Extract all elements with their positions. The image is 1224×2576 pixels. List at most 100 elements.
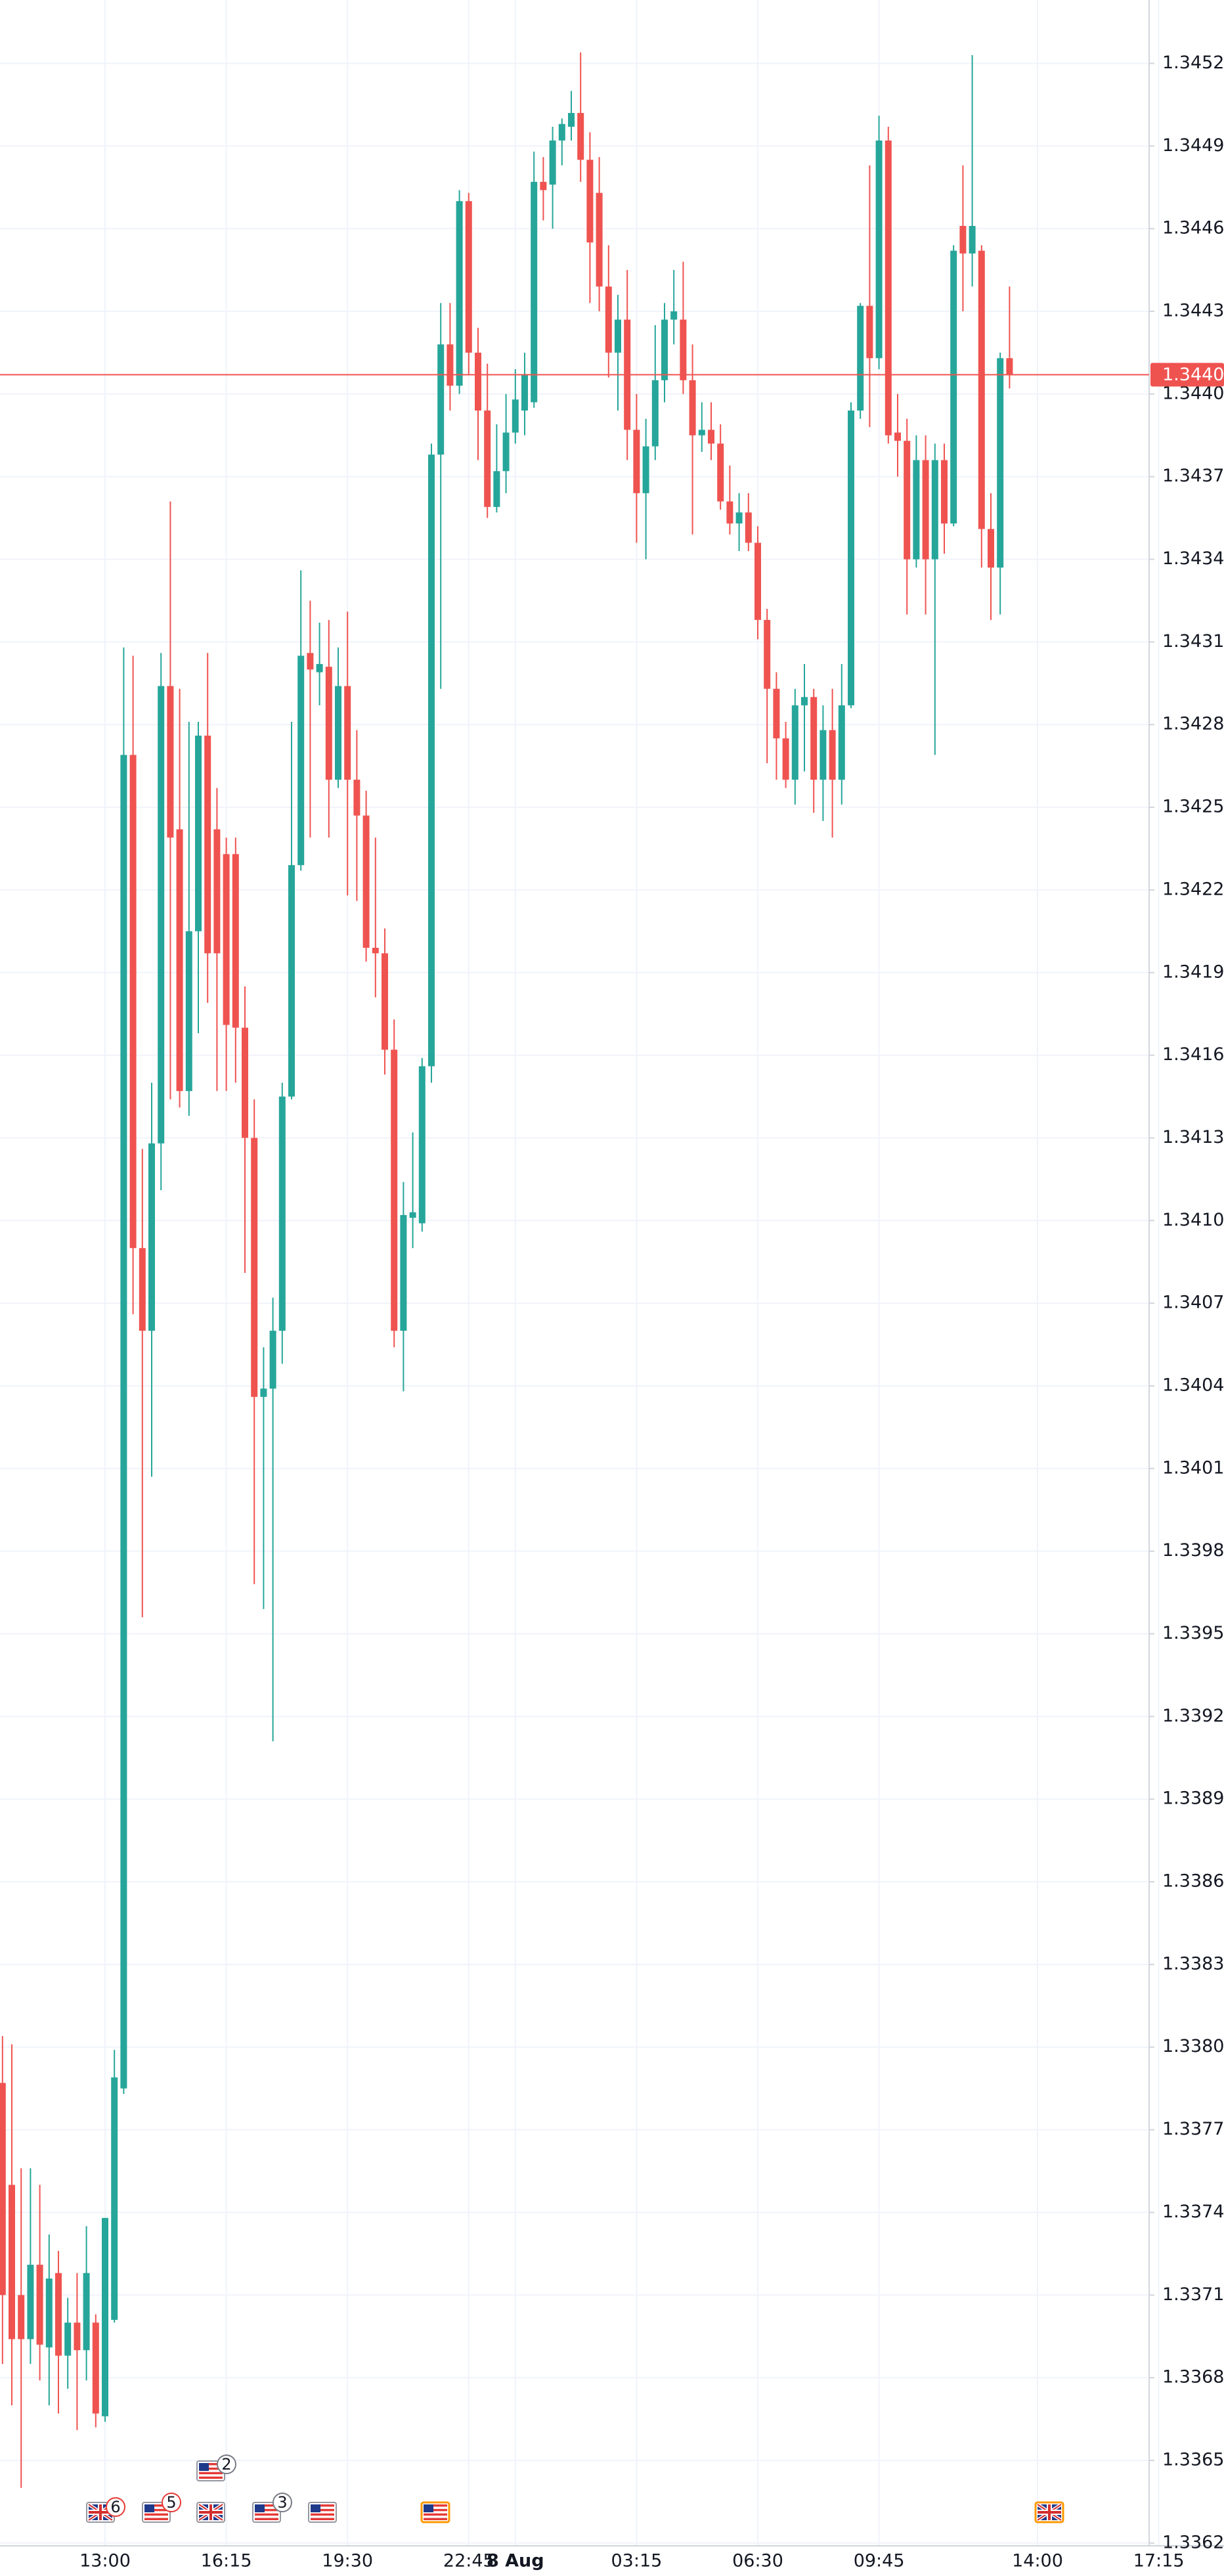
candle-body — [102, 2217, 108, 2416]
candle-body — [670, 311, 678, 320]
candle-body — [615, 319, 621, 353]
y-tick-label: 1.34280 — [1162, 714, 1224, 734]
candle-body — [158, 686, 165, 1144]
candle-body — [801, 697, 808, 705]
candle-body — [391, 1050, 398, 1331]
y-tick-label: 1.34490 — [1162, 135, 1224, 156]
y-tick-label: 1.34370 — [1162, 466, 1224, 486]
candle-body — [232, 854, 239, 1028]
x-tick-label: 22:45 — [443, 2551, 494, 2571]
candle-body — [362, 815, 370, 948]
candle-body — [36, 2265, 43, 2345]
candle-body — [531, 181, 538, 403]
candle-body — [195, 736, 202, 931]
candle-body — [418, 1066, 426, 1224]
candle-body — [185, 931, 192, 1092]
y-tick-label: 1.34070 — [1162, 1293, 1224, 1313]
y-tick-label: 1.33980 — [1162, 1540, 1224, 1561]
candle-body — [875, 140, 883, 359]
candle-body — [922, 460, 929, 560]
candle-layer — [0, 52, 1013, 2488]
candle-body — [465, 201, 472, 353]
candle-body — [176, 829, 183, 1092]
candle-body — [223, 854, 230, 1025]
event-badge — [162, 2493, 181, 2512]
x-tick-label: 14:00 — [1012, 2551, 1063, 2571]
candle-body — [586, 160, 594, 243]
grid-layer — [0, 0, 1160, 2546]
candle-body — [400, 1214, 407, 1331]
candle-body — [568, 112, 575, 127]
x-tick-label: 13:00 — [79, 2551, 131, 2571]
candle-body — [698, 430, 705, 435]
candle-body — [726, 501, 733, 524]
event-flag-uk[interactable] — [196, 2502, 225, 2523]
candle-body — [64, 2322, 72, 2356]
event-flag-us[interactable] — [308, 2502, 337, 2523]
candle-body — [642, 446, 649, 493]
y-tick-label: 1.33950 — [1162, 1623, 1224, 1643]
candle-body — [92, 2322, 99, 2414]
candle-body — [596, 192, 603, 287]
candle-body — [931, 460, 938, 560]
y-tick-label: 1.33680 — [1162, 2367, 1224, 2387]
candle-body — [307, 653, 314, 670]
candle-body — [278, 1096, 286, 1331]
candle-body — [764, 619, 771, 689]
candle-body — [456, 201, 463, 386]
candle-body — [633, 430, 640, 493]
y-tick-label: 1.34250 — [1162, 797, 1224, 817]
candle-body — [717, 443, 724, 502]
candle-body — [447, 344, 454, 386]
candle-body — [904, 441, 911, 560]
candle-body — [18, 2295, 25, 2340]
candle-body — [773, 688, 780, 739]
y-tick-label: 1.34160 — [1162, 1044, 1224, 1065]
candle-body — [782, 738, 789, 780]
y-tick-label: 1.34400 — [1162, 383, 1224, 403]
event-flag-us[interactable] — [252, 2502, 281, 2523]
candle-body — [55, 2273, 62, 2356]
event-badge — [106, 2497, 125, 2517]
event-count: 6 — [110, 2498, 120, 2516]
y-tick-label: 1.34190 — [1162, 962, 1224, 982]
axis-layer: 1.33620 1.33650 1.33680 1.33710 1.33740 1.337… — [0, 53, 1224, 2571]
candle-body — [978, 250, 985, 529]
x-tick-label: 09:45 — [854, 2551, 905, 2571]
candle-body — [605, 286, 612, 353]
candle-body — [885, 140, 892, 435]
y-tick-label: 1.33920 — [1162, 1706, 1224, 1726]
candle-body — [735, 512, 743, 524]
candle-body — [997, 358, 1004, 568]
candle-body — [344, 686, 351, 780]
x-tick-label: 03:15 — [611, 2551, 662, 2571]
y-tick-label: 1.34520 — [1162, 53, 1224, 73]
candle-body — [27, 2265, 34, 2340]
candle-body — [437, 344, 445, 455]
candle-body — [409, 1212, 416, 1218]
candle-body — [428, 455, 435, 1067]
candle-body — [820, 730, 827, 780]
event-flag-us[interactable] — [420, 2501, 450, 2523]
candle-body — [74, 2322, 81, 2351]
candle-body — [213, 829, 221, 954]
y-tick-label: 1.33800 — [1162, 2036, 1224, 2056]
last-price-label: 1.34407 — [1162, 365, 1224, 385]
event-badge — [273, 2493, 292, 2512]
y-tick-label: 1.34040 — [1162, 1375, 1224, 1395]
candle-body — [810, 697, 818, 780]
candle-body — [325, 667, 332, 780]
candle-body — [577, 112, 584, 160]
candle-body — [866, 305, 873, 359]
candle-body — [111, 2077, 118, 2321]
candle-body — [512, 399, 519, 433]
candle-body — [791, 705, 798, 780]
event-flag-uk[interactable] — [1034, 2501, 1064, 2523]
candle-body — [297, 655, 305, 866]
candle-body — [484, 411, 491, 507]
candle-body — [148, 1143, 155, 1331]
candle-body — [894, 432, 901, 441]
y-tick-label: 1.34220 — [1162, 879, 1224, 899]
